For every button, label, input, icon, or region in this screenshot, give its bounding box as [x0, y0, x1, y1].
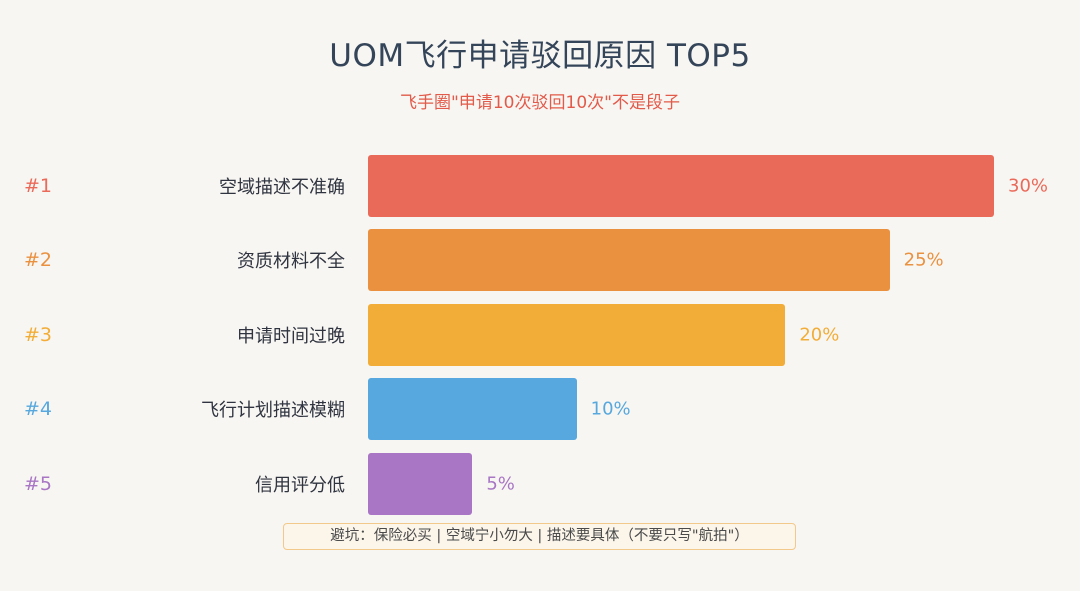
value-label: 20%	[799, 324, 840, 345]
value-label: 30%	[1008, 175, 1049, 196]
value-label: 5%	[486, 473, 515, 494]
rank-label: #2	[24, 249, 53, 271]
category-label: 空域描述不准确	[219, 176, 345, 198]
bar	[368, 154, 994, 217]
value-label: 10%	[590, 398, 631, 420]
category-label: 飞行计划描述模糊	[201, 400, 345, 421]
category-label: 信用评分低	[255, 474, 345, 496]
category-label: 申请时间过晚	[237, 325, 345, 347]
bar	[368, 303, 786, 366]
value-label: 25%	[903, 249, 944, 271]
bar	[368, 378, 577, 440]
bar	[368, 229, 890, 291]
chart-title: UOM飞行申请驳回原因 TOP5	[329, 38, 751, 74]
chart-subtitle: 飞手圈"申请10次驳回10次"不是段子	[400, 93, 680, 113]
rank-label: #3	[24, 323, 53, 346]
tips-box: 避坑：保险必买 | 空域宁小勿大 | 描述要具体（不要只写"航拍"）	[283, 523, 796, 550]
rank-label: #4	[24, 398, 53, 420]
rank-label: #1	[24, 174, 53, 197]
bar	[368, 452, 473, 515]
rank-label: #5	[24, 472, 53, 495]
category-label: 资质材料不全	[237, 251, 345, 272]
